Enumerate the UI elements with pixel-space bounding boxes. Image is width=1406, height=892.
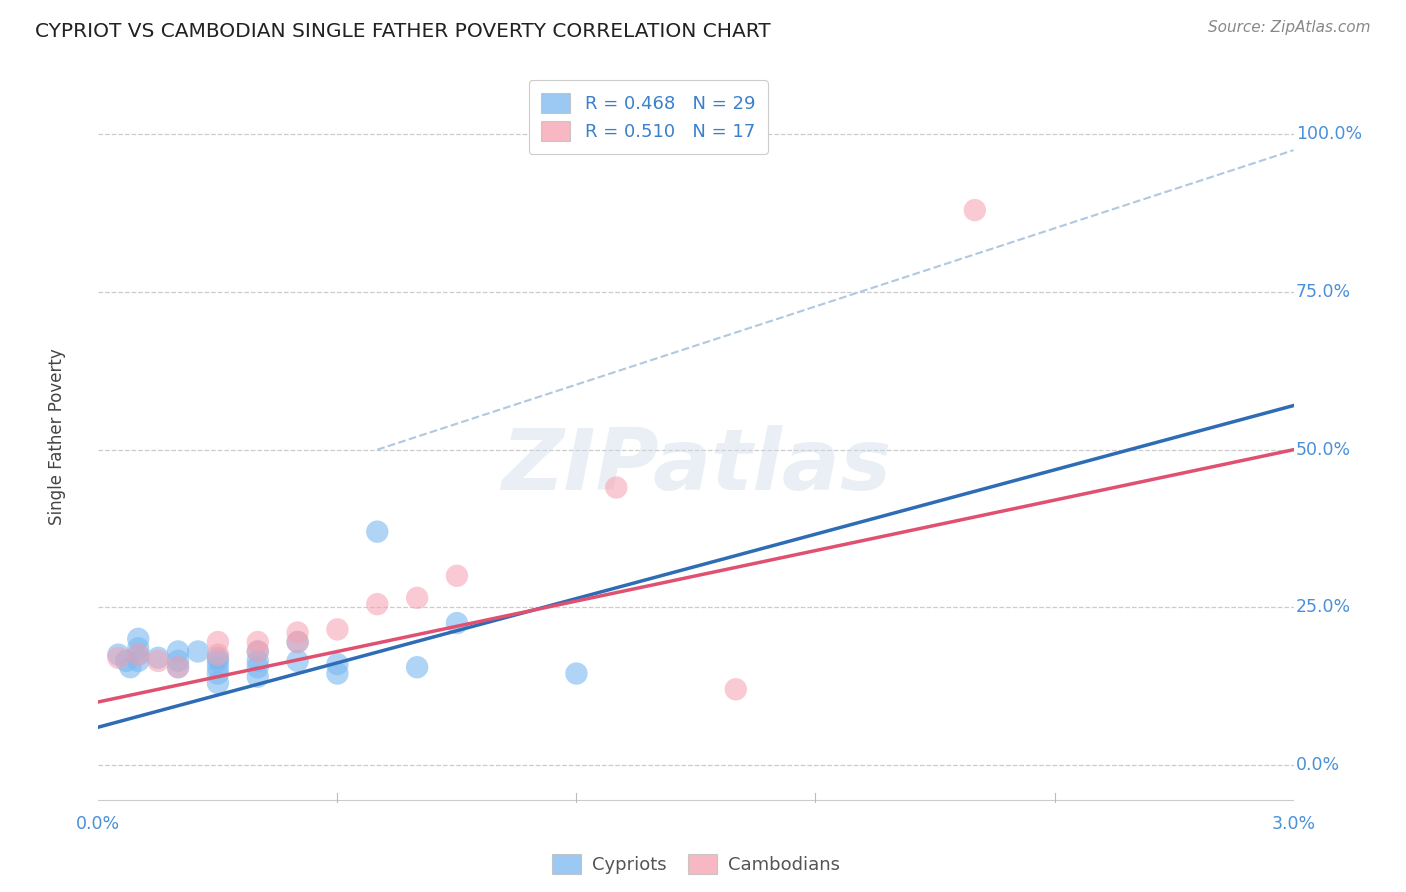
Point (246, 660, 269, 674)
Point (207, 650, 229, 665)
Point (207, 654, 229, 668)
Text: 100.0%: 100.0% (1296, 126, 1362, 144)
Point (406, 591, 429, 605)
Point (127, 648, 149, 662)
Point (246, 654, 269, 668)
Text: 3.0%: 3.0% (1271, 815, 1316, 833)
Point (287, 635, 309, 649)
Point (167, 660, 190, 674)
Text: 50.0%: 50.0% (1296, 441, 1351, 458)
Point (246, 644, 269, 658)
Point (115, 654, 138, 668)
Point (207, 660, 229, 674)
Point (167, 660, 190, 674)
Text: CYPRIOT VS CAMBODIAN SINGLE FATHER POVERTY CORRELATION CHART: CYPRIOT VS CAMBODIAN SINGLE FATHER POVER… (35, 22, 770, 41)
Point (167, 654, 190, 668)
Legend: Cypriots, Cambodians: Cypriots, Cambodians (546, 847, 846, 881)
Point (167, 644, 190, 658)
Point (148, 654, 170, 668)
Point (207, 666, 229, 681)
Point (246, 670, 269, 684)
Text: ZIPatlas: ZIPatlas (501, 425, 891, 508)
Point (127, 654, 149, 668)
Point (287, 635, 309, 649)
Text: Single Father Poverty: Single Father Poverty (48, 349, 66, 525)
Point (107, 650, 129, 665)
Point (207, 676, 229, 690)
Point (963, 203, 986, 218)
Point (326, 666, 349, 681)
Point (187, 644, 209, 658)
Point (605, 481, 627, 495)
Point (207, 635, 229, 649)
Text: 75.0%: 75.0% (1296, 283, 1351, 301)
Text: 0.0%: 0.0% (76, 815, 121, 833)
Point (406, 660, 429, 674)
Text: 25.0%: 25.0% (1296, 599, 1351, 616)
Point (565, 666, 588, 681)
Point (127, 641, 149, 656)
Point (326, 657, 349, 671)
Point (148, 650, 170, 665)
Point (366, 597, 388, 611)
Point (366, 524, 388, 539)
Text: 0.0%: 0.0% (1296, 756, 1340, 774)
Point (446, 569, 468, 583)
Point (724, 682, 747, 697)
Text: Source: ZipAtlas.com: Source: ZipAtlas.com (1208, 20, 1371, 35)
Point (287, 625, 309, 640)
Point (246, 644, 269, 658)
Point (120, 660, 142, 674)
Point (127, 648, 149, 662)
Point (207, 648, 229, 662)
Point (287, 654, 309, 668)
Point (446, 616, 468, 631)
Point (107, 648, 129, 662)
Point (246, 635, 269, 649)
Point (127, 632, 149, 646)
Point (326, 623, 349, 637)
